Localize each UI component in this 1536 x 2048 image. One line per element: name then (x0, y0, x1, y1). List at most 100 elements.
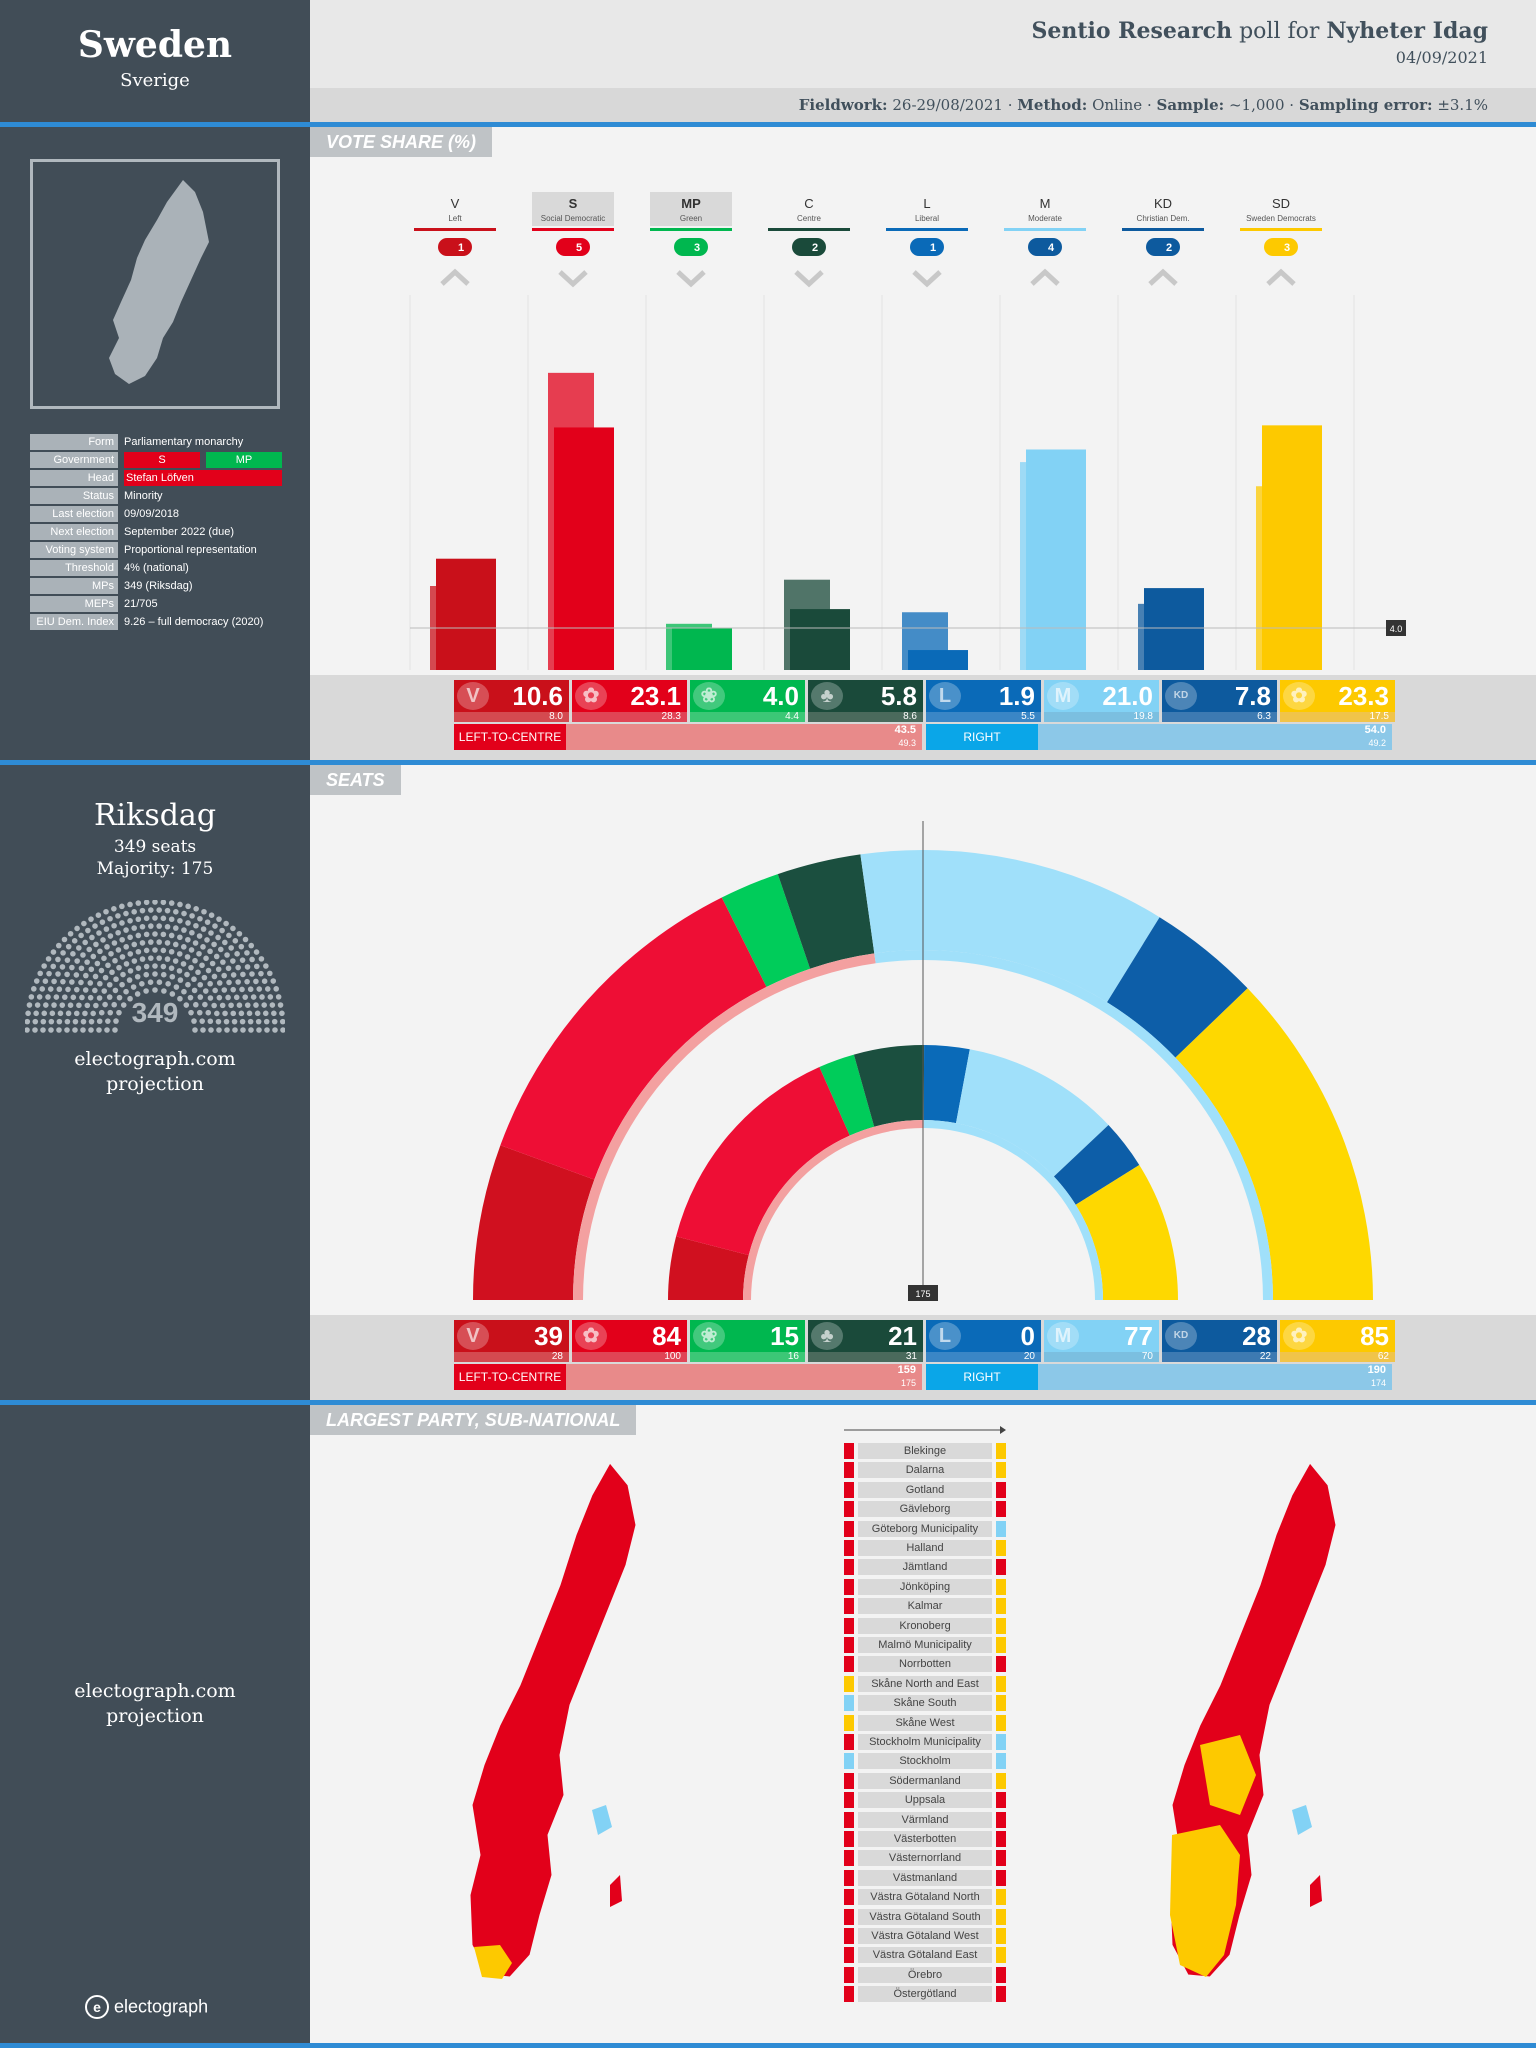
seat-dot (74, 958, 80, 964)
region-name: Uppsala (858, 1792, 992, 1809)
party-abbrev: C (804, 196, 813, 211)
seat-dot (164, 940, 171, 946)
seat-dot (101, 988, 108, 994)
seat-dot (96, 1027, 102, 1033)
seat-dot (177, 977, 184, 983)
tile-previous: 28 (454, 1352, 569, 1362)
majority-label: 175 (915, 1289, 930, 1299)
ep-group-seats: 2 (812, 242, 818, 254)
region-row: Stockholm Municipality (844, 1734, 1006, 1750)
seat-dot (79, 994, 85, 1001)
seat-dot (207, 995, 214, 1001)
brand-logo: e electograph (85, 1995, 245, 2025)
tile-value: 28 (1162, 1320, 1277, 1352)
government-party-badge: MP (206, 452, 282, 468)
tile-value-text: 21 (888, 1321, 917, 1351)
seat-dot (242, 994, 249, 1000)
bloc-label-left: LEFT-TO-CENTRE (454, 724, 566, 750)
seat-dot (25, 1018, 31, 1025)
bloc-previous-right: 174 (1370, 1378, 1386, 1388)
seat-dot (104, 1027, 110, 1033)
seat-dot (135, 948, 142, 955)
info-key: MEPs (30, 596, 118, 612)
seat-dot (256, 986, 263, 992)
seat-dot (192, 957, 198, 964)
seat-arc-S (676, 1067, 850, 1256)
region-row: Skåne South (844, 1695, 1006, 1712)
tile-value-text: 4.0 (762, 681, 799, 711)
seat-dot (232, 938, 239, 944)
region-color-previous (844, 1501, 854, 1518)
seat-dot (143, 971, 150, 978)
seat-dot (48, 1018, 55, 1025)
region-color-projection (996, 1869, 1006, 1886)
seat-dot (80, 1027, 86, 1033)
seat-dot (204, 919, 211, 925)
region-row: Stockholm (844, 1753, 1006, 1770)
party-underline (1122, 228, 1204, 231)
seat-dot (139, 981, 145, 987)
seat-arc-SD (1075, 1165, 1178, 1300)
party-name: Left (448, 214, 462, 223)
seat-dot (99, 919, 106, 925)
tile-previous: 6.3 (1162, 712, 1277, 722)
info-row: Next election September 2022 (due) (30, 524, 282, 540)
info-key: Last election (30, 506, 118, 522)
seat-dot (164, 923, 171, 930)
seat-dot (177, 918, 183, 924)
ep-group-seats: 5 (576, 242, 582, 254)
region-color-previous (844, 1889, 854, 1906)
seat-dot (183, 1002, 190, 1008)
tile-previous: 5.5 (926, 712, 1041, 722)
seat-dot (152, 915, 158, 921)
seat-dot (86, 946, 93, 953)
seat-dot (135, 965, 142, 971)
seat-dot (235, 979, 241, 985)
seat-dot (200, 1027, 206, 1033)
seat-dot (107, 1009, 114, 1016)
info-key: Government (30, 452, 118, 468)
seat-dot (45, 956, 52, 962)
region-color-previous (844, 1695, 854, 1712)
seat-arc-C (777, 854, 875, 969)
region-color-projection (996, 1695, 1006, 1712)
region-name: Gävleborg (858, 1501, 992, 1518)
seat-dot (41, 963, 47, 969)
seat-arc-S (500, 897, 767, 1180)
region-name: Stockholm Municipality (858, 1734, 992, 1750)
region-row: Gotland (844, 1481, 1006, 1498)
region-row: Värmland (844, 1811, 1006, 1828)
bloc-bar-left: LEFT-TO-CENTRE 43.5 49.3 (454, 724, 922, 750)
seat-dot (84, 959, 90, 965)
info-row: Threshold 4% (national) (30, 560, 282, 576)
seat-dot (61, 936, 68, 943)
party-logo-icon: KD (1165, 682, 1197, 710)
region-row: Malmö Municipality (844, 1637, 1006, 1653)
region-row: Halland (844, 1540, 1006, 1556)
seat-dot (271, 1010, 277, 1017)
seat-dot (40, 1018, 47, 1025)
seat-dot (88, 916, 94, 922)
seat-dot (108, 950, 114, 957)
info-key: MPs (30, 578, 118, 594)
seat-dot (148, 923, 154, 929)
region-color-projection (996, 1734, 1006, 1750)
seat-dot (135, 900, 142, 906)
seat-dot (111, 905, 117, 912)
party-tile-V: 10.6 V 8.0 (454, 680, 569, 730)
region-color-previous (844, 1869, 854, 1886)
country-native: Sverige (120, 70, 190, 91)
bloc-label-right: RIGHT (926, 1364, 1038, 1390)
seat-dot (263, 963, 269, 969)
region-color-previous (844, 1598, 854, 1615)
region-color-projection (996, 1481, 1006, 1498)
party-tile-V: 39 V 28 (454, 1320, 569, 1370)
seat-dot (208, 930, 214, 936)
section-tag-vote-share: VOTE SHARE (%) (310, 127, 493, 157)
seat-dot (123, 961, 130, 967)
region-name: Kronoberg (858, 1617, 992, 1634)
seat-dot (123, 988, 129, 995)
seat-dot (192, 1027, 198, 1033)
region-name: Västra Götaland North (858, 1889, 992, 1906)
vote-share-chart: V Left 1 S Social Democratic 5 MP Green 3 C Centre… (409, 192, 1406, 670)
